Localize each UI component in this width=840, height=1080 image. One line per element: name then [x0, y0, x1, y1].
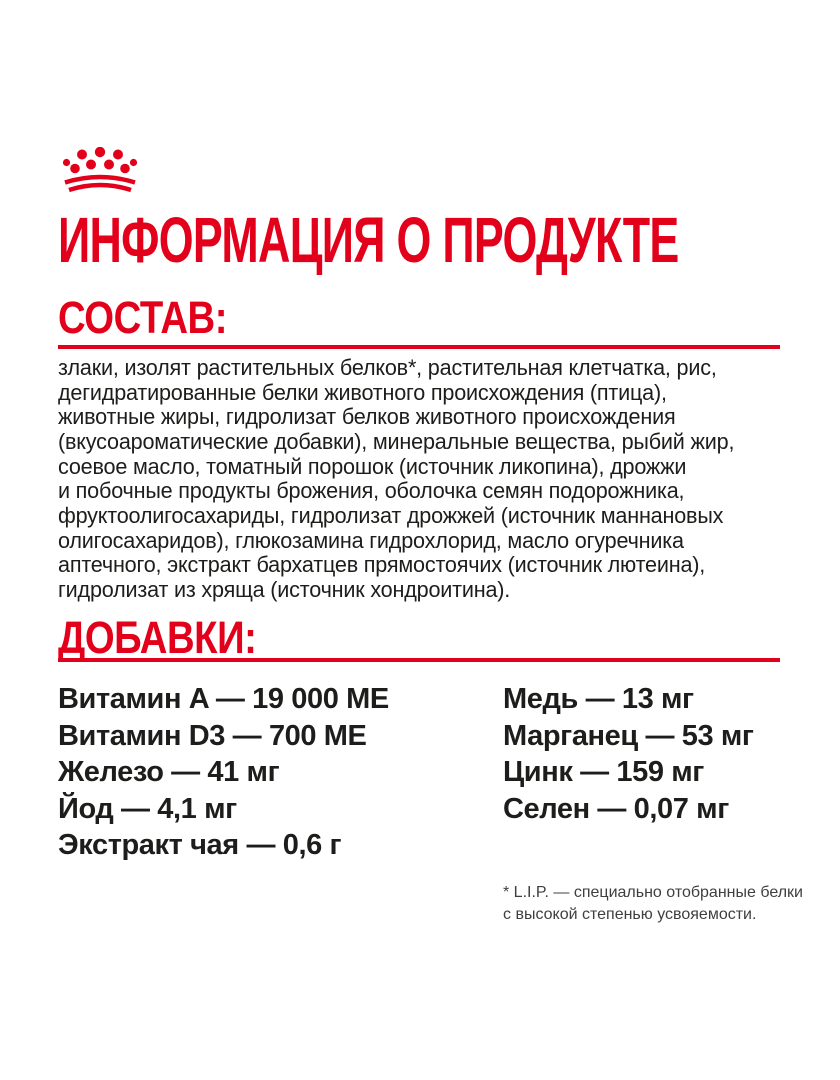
additive-row-zinc: Цинк — 159 мг	[503, 756, 704, 788]
additives-column-left: Витамин A — 19 000 МЕ Витамин D3 — 700 М…	[58, 681, 389, 864]
additive-row-iron: Железо — 41 мг	[58, 756, 280, 788]
additive-row-manganese: Марганец — 53 мг	[503, 719, 754, 752]
lip-footnote: * L.I.P. — специально отобранные белки с…	[503, 884, 803, 923]
additives-heading: ДОБАВКИ:	[58, 612, 257, 663]
additive-row-copper: Медь — 13 мг	[503, 683, 694, 715]
additive-row-vitamin-d3: Витамин D3 — 700 МЕ	[58, 719, 367, 752]
additive-row-vitamin-a: Витамин A — 19 000 МЕ	[58, 683, 389, 715]
additive-row-iodine: Йод — 4,1 мг	[58, 792, 237, 825]
additive-row-selenium: Селен — 0,07 мг	[503, 792, 729, 825]
composition-divider	[58, 345, 780, 349]
additives-column-right: Медь — 13 мг Марганец — 53 мг Цинк — 159…	[503, 681, 754, 827]
composition-text: злаки, изолят растительных белков*, раст…	[58, 355, 735, 602]
page-title: ИНФОРМАЦИЯ О ПРОДУКТЕ	[58, 204, 679, 276]
additives-divider	[58, 658, 780, 662]
royal-canin-crown-icon	[61, 146, 139, 193]
additive-row-tea-extract: Экстракт чая — 0,6 г	[58, 829, 342, 861]
composition-heading: СОСТАВ:	[58, 292, 228, 343]
